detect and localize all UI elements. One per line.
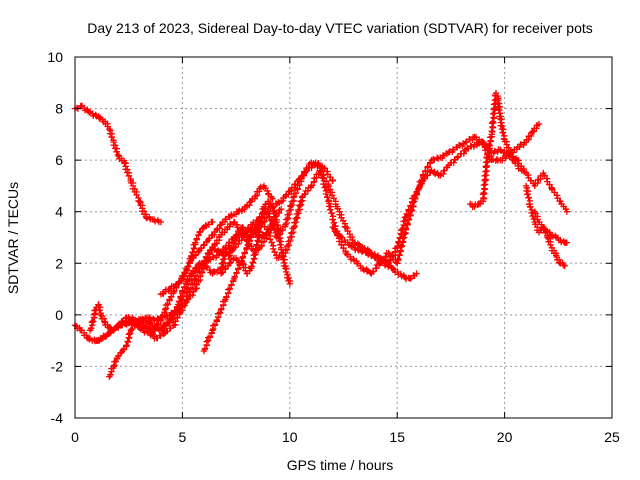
data-point-markers xyxy=(217,198,294,288)
series-track-7 xyxy=(157,218,216,298)
x-tick-label: 15 xyxy=(389,429,405,445)
chart-title: Day 213 of 2023, Sidereal Day-to-day VTE… xyxy=(87,20,593,36)
series-track-10 xyxy=(329,224,420,283)
series-track-5 xyxy=(93,221,278,344)
series-track-13 xyxy=(531,208,571,246)
y-tick-label: 8 xyxy=(55,101,63,117)
x-tick-label: 25 xyxy=(604,429,620,445)
y-tick-label: 6 xyxy=(55,152,63,168)
data-point-markers xyxy=(93,221,278,344)
x-axis-label: GPS time / hours xyxy=(287,457,394,473)
data-point-markers xyxy=(157,218,216,298)
data-points xyxy=(71,89,571,380)
axis-ticks xyxy=(74,56,613,419)
y-tick-label: 4 xyxy=(55,204,63,220)
y-tick-label: -2 xyxy=(51,358,64,374)
y-tick-label: 0 xyxy=(55,307,63,323)
data-point-markers xyxy=(467,89,525,211)
y-tick-labels: -4 -2 0 2 4 6 8 10 xyxy=(47,49,63,426)
x-tick-label: 10 xyxy=(282,429,298,445)
series-track-9 xyxy=(217,198,294,288)
data-point-markers xyxy=(329,224,420,283)
x-tick-label: 0 xyxy=(71,429,79,445)
x-tick-labels: 0 5 10 15 20 25 xyxy=(71,429,620,445)
x-tick-label: 20 xyxy=(497,429,513,445)
y-tick-label: -4 xyxy=(51,410,64,426)
y-tick-label: 2 xyxy=(55,255,63,271)
plot-frame xyxy=(74,56,613,419)
series-track-11 xyxy=(467,89,525,211)
x-tick-label: 5 xyxy=(179,429,187,445)
data-point-markers xyxy=(531,208,571,246)
y-tick-label: 10 xyxy=(47,49,63,65)
y-axis-label: SDTVAR / TECUs xyxy=(5,182,21,294)
